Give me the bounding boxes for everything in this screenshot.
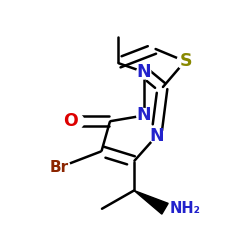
Text: Br: Br (50, 160, 69, 174)
Circle shape (137, 108, 151, 122)
Text: S: S (180, 52, 192, 70)
Text: N: N (136, 63, 151, 81)
Text: O: O (64, 112, 78, 130)
Text: N: N (136, 106, 151, 124)
Circle shape (51, 158, 70, 176)
Text: NH₂: NH₂ (170, 201, 200, 216)
Polygon shape (134, 190, 168, 214)
Text: N: N (149, 127, 164, 145)
Circle shape (149, 129, 163, 143)
Circle shape (137, 65, 151, 79)
Circle shape (177, 53, 193, 69)
Circle shape (70, 114, 84, 128)
